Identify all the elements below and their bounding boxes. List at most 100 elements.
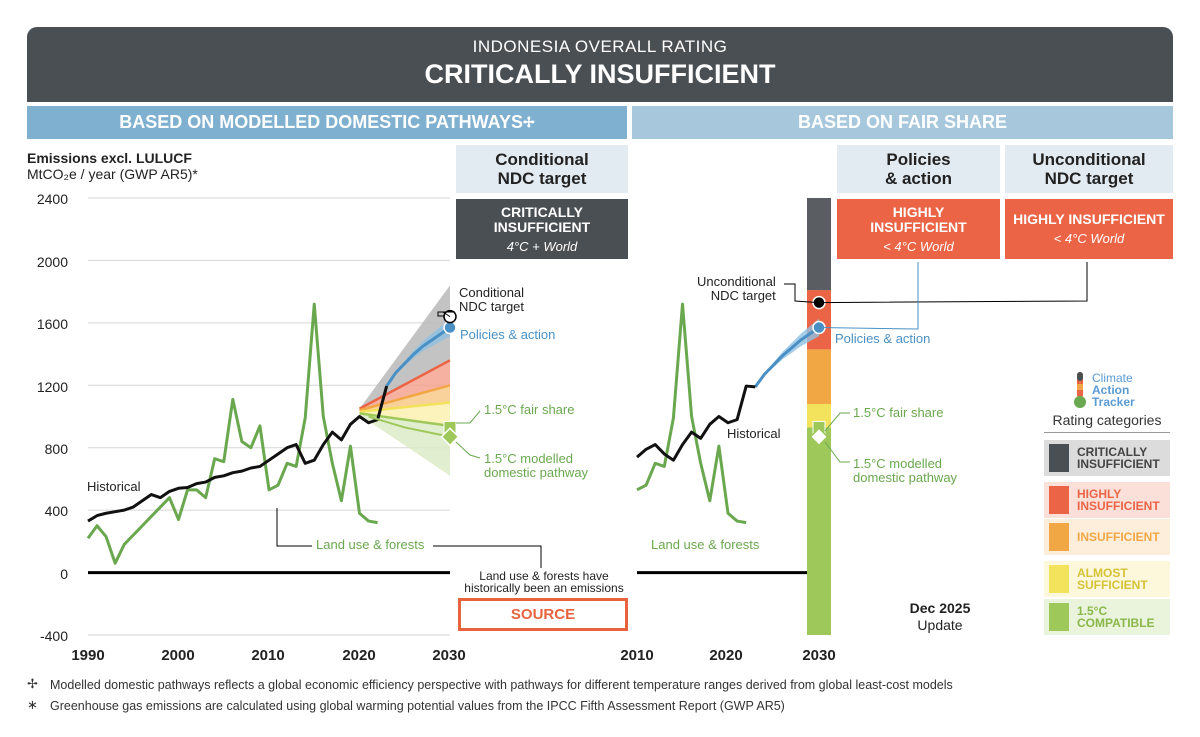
historical-label-left: Historical	[87, 479, 141, 494]
rating-category-item: CRITICALLY INSUFFICIENT	[1044, 440, 1170, 476]
y-tick-label: 400	[44, 503, 68, 519]
climate-action-tracker-logo: Climate Action Tracker	[1070, 370, 1170, 410]
leader-line	[824, 412, 850, 432]
footnote-modelled: Modelled domestic pathways reflects a gl…	[50, 678, 953, 692]
rating-category-item: INSUFFICIENT	[1044, 519, 1170, 555]
conditional-ndc-rating-box: CRITICALLY INSUFFICIENT 4°C + World	[456, 199, 628, 259]
x-tick-label: 1990	[71, 647, 105, 664]
leader-line	[433, 545, 542, 568]
x-tick-label: 2030	[802, 647, 836, 664]
policies-line	[754, 326, 820, 388]
header-subtitle: INDONESIA OVERALL RATING	[472, 37, 728, 56]
leader-line	[455, 441, 481, 459]
x-tick-label: 2000	[161, 647, 195, 664]
band-boundary-line	[359, 401, 451, 414]
leader-line	[818, 262, 919, 330]
fair-share-label-right: 1.5°C fair share	[853, 405, 944, 420]
y-tick-label: 1600	[36, 316, 68, 332]
logo-line1: Climate	[1092, 371, 1133, 385]
historical-line	[87, 385, 389, 523]
y-axis-title-main: Emissions excl. LULUCF	[27, 150, 192, 166]
category-swatch	[1049, 523, 1069, 551]
rating-band	[359, 285, 450, 409]
land-use-line	[636, 302, 747, 525]
y-axis-title-unit: MtCO₂e / year (GWP AR5)*	[27, 166, 198, 182]
unconditional-ndc-header: Unconditional NDC target	[1005, 145, 1173, 193]
unconditional-ndc-rating-sub: < 4°C World	[1053, 231, 1125, 246]
x-tick-label: 2010	[620, 647, 654, 664]
footnote-gwp: Greenhouse gas emissions are calculated …	[50, 699, 785, 713]
y-tick-label: -400	[39, 628, 68, 644]
land-use-line	[86, 302, 378, 565]
category-swatch	[1049, 444, 1069, 472]
leader-line	[437, 311, 455, 317]
rating-band	[359, 402, 450, 426]
band-boundary-line	[359, 384, 451, 412]
source-note: Land use & forests have historically bee…	[464, 569, 624, 595]
x-tick-label: 2020	[342, 647, 376, 664]
category-label: HIGHLY INSUFFICIENT	[1077, 487, 1160, 513]
rating-header: INDONESIA OVERALL RATING CRITICALLY INSU…	[27, 27, 1173, 102]
band-fair-share: BASED ON FAIR SHARE	[632, 106, 1173, 139]
update-date: Dec 2025	[909, 600, 971, 616]
x-tick-label: 2030	[432, 647, 466, 664]
logo-text: Climate Action Tracker	[1092, 372, 1135, 408]
historical-label-right: Historical	[727, 426, 781, 441]
band-left-symbol: ✢	[522, 114, 535, 130]
category-swatch	[1049, 603, 1069, 631]
x-tick-label: 2010	[251, 647, 285, 664]
header-title: CRITICALLY INSUFFICIENT	[424, 59, 776, 89]
leader-line	[456, 410, 481, 424]
band-left-label: BASED ON MODELLED DOMESTIC PATHWAYS	[119, 112, 523, 132]
policies-line	[385, 326, 451, 387]
rating-bar-segment	[807, 349, 831, 405]
footnote-symbol: ∗	[27, 698, 38, 713]
modelled-pathway-marker	[440, 427, 460, 447]
y-tick-label: 0	[60, 566, 68, 582]
policies-action-rating-sub: < 4°C World	[883, 238, 954, 254]
category-label: INSUFFICIENT	[1077, 530, 1160, 544]
band-boundary-line	[359, 412, 451, 428]
modelled-pathway-label-right: 1.5°C modelled domestic pathway	[853, 456, 958, 485]
update-label: Update	[917, 617, 963, 633]
y-axis-title: Emissions excl. LULUCF MtCO₂e / year (GW…	[27, 150, 198, 182]
unconditional-ndc-label: Unconditional NDC target	[697, 274, 776, 303]
policies-label-right: Policies & action	[835, 331, 931, 346]
unconditional-ndc-rating-box: HIGHLY INSUFFICIENT < 4°C World	[1005, 199, 1173, 259]
rating-categories-title: Rating categories	[1044, 412, 1170, 433]
category-swatch	[1049, 486, 1069, 514]
land-use-label-left: Land use & forests	[316, 537, 425, 552]
policies-action-rating: HIGHLY INSUFFICIENT	[870, 203, 967, 235]
conditional-ndc-header: Conditional NDC target	[456, 145, 628, 193]
category-label: CRITICALLY INSUFFICIENT	[1077, 445, 1160, 471]
band-boundary-line	[358, 359, 451, 410]
category-swatch	[1049, 565, 1069, 593]
rating-band	[359, 413, 450, 476]
logo-line2: Action	[1092, 383, 1130, 397]
conditional-ndc-label: Conditional NDC target	[459, 285, 525, 314]
logo-line3: Tracker	[1092, 395, 1135, 409]
y-tick-label: 1200	[36, 379, 68, 395]
category-label: ALMOST SUFFICIENT	[1077, 566, 1148, 592]
policies-action-header: Policies & action	[837, 145, 1000, 193]
y-tick-label: 2400	[36, 191, 68, 207]
leader-line	[818, 262, 1088, 304]
land-use-label-right: Land use & forests	[651, 537, 760, 552]
y-tick-label: 800	[44, 441, 68, 457]
rating-bar-segment	[807, 198, 831, 291]
leader-line	[784, 283, 820, 304]
category-label: 1.5°C COMPATIBLE	[1077, 604, 1155, 630]
rating-category-item: ALMOST SUFFICIENT	[1044, 561, 1170, 597]
modelled-pathway-label-left: 1.5°C modelled domestic pathway	[484, 451, 589, 480]
source-box: SOURCE	[458, 598, 628, 631]
policies-action-rating-box: HIGHLY INSUFFICIENT < 4°C World	[837, 199, 1000, 259]
policies-range	[386, 318, 450, 387]
rating-category-item: 1.5°C COMPATIBLE	[1044, 599, 1170, 635]
y-tick-label: 2000	[36, 254, 68, 270]
conditional-ndc-rating-sub: 4°C + World	[506, 238, 578, 254]
footnote-symbol: ✢	[27, 677, 38, 692]
rating-bar-segment	[807, 427, 831, 635]
leader-line	[442, 311, 451, 318]
leader-line	[824, 441, 850, 463]
